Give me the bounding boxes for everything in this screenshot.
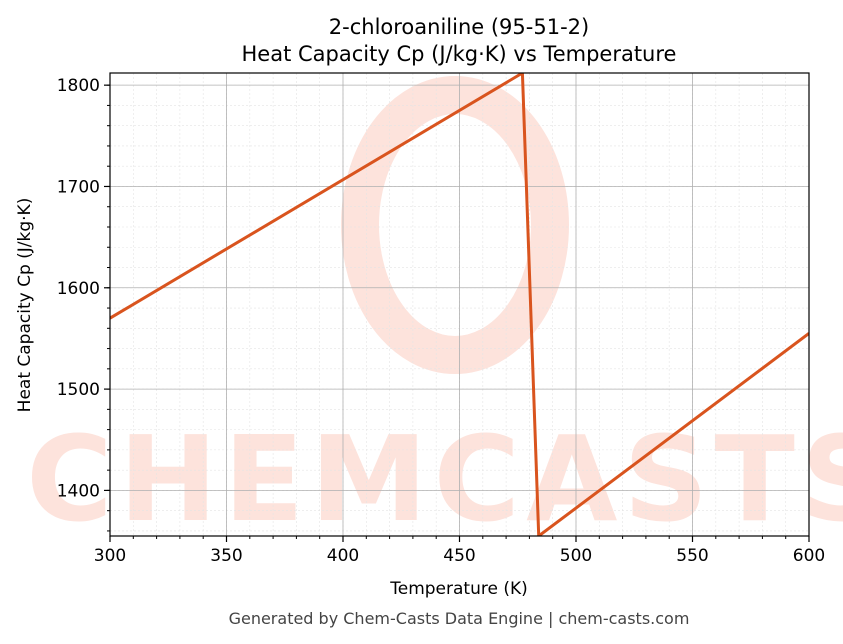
x-tick-label: 550: [676, 546, 708, 566]
series-line-0: [110, 73, 809, 536]
watermark-ring: [341, 76, 569, 374]
y-tick-label: 1800: [57, 76, 100, 96]
chart-title: 2-chloroaniline (95-51-2): [329, 15, 589, 39]
grid-major: [109, 73, 810, 536]
series-layer: [110, 73, 809, 536]
y-tick-label: 1400: [57, 481, 100, 501]
x-tick-label: 350: [210, 546, 242, 566]
chart-subtitle: Heat Capacity Cp (J/kg·K) vs Temperature: [242, 42, 677, 66]
y-tick-label: 1700: [57, 177, 100, 197]
x-tick-label: 500: [560, 546, 592, 566]
footer-credit: Generated by Chem-Casts Data Engine | ch…: [229, 609, 690, 628]
axis-ticks: 300 350 400 450 500 550 600 1400 1500 1600 1700 180…: [57, 76, 825, 566]
x-tick-label: 300: [94, 546, 126, 566]
y-tick-label: 1600: [57, 279, 100, 299]
watermark: CHEMCASTS: [26, 76, 843, 548]
watermark-text: CHEMCASTS: [26, 410, 843, 548]
x-tick-label: 600: [793, 546, 825, 566]
x-axis-label: Temperature (K): [389, 579, 528, 599]
x-tick-label: 450: [443, 546, 475, 566]
y-axis-label: Heat Capacity Cp (J/kg·K): [15, 198, 35, 413]
y-tick-label: 1500: [57, 380, 100, 400]
x-tick-label: 400: [327, 546, 359, 566]
